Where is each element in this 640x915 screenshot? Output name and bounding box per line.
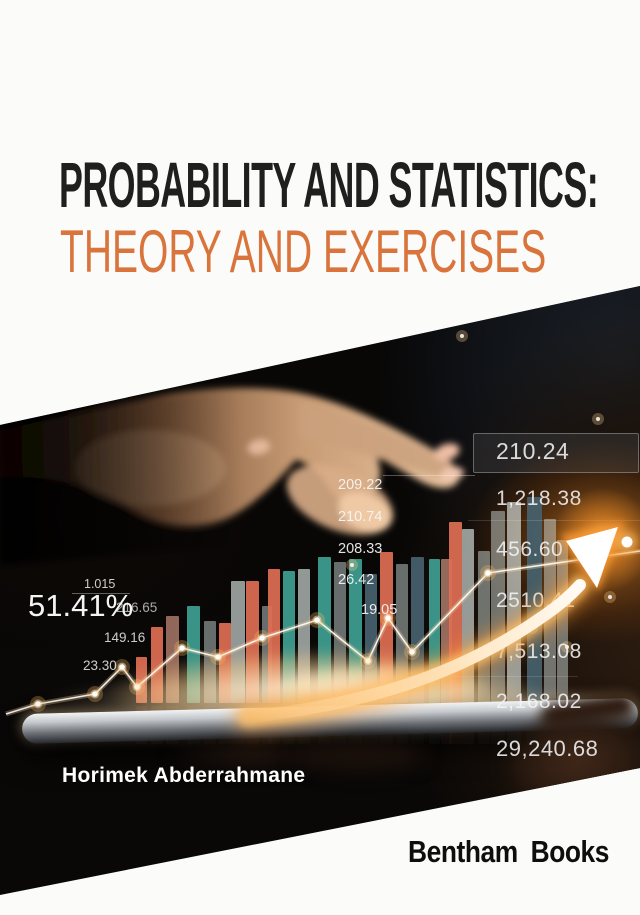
book-title: PROBABILITY AND STATISTICS: <box>59 149 599 221</box>
chart-value: 209.22 <box>338 477 383 493</box>
chart-value: 210.24 <box>496 438 570 464</box>
chart-value: 23.30 <box>83 658 117 673</box>
chart-value: 208.33 <box>338 541 383 557</box>
chart-value: 26.42 <box>338 572 375 588</box>
publisher-logo-text: Bentham Books <box>408 834 610 869</box>
divider-line <box>400 676 578 677</box>
chart-value: 1,218.38 <box>496 487 582 510</box>
holding-fingers-left2 <box>295 740 425 772</box>
chart-value: 456.60 <box>496 538 564 561</box>
chart-value: 216.65 <box>116 600 158 615</box>
chart-percent-value: 51.41% <box>28 588 134 623</box>
divider-line <box>72 593 130 594</box>
divider-line <box>468 520 640 521</box>
chart-value: 1.015 <box>84 577 116 591</box>
chart-value: 19.05 <box>361 602 398 618</box>
value-highlight-box <box>473 433 639 473</box>
chart-value: 210.74 <box>338 509 383 525</box>
chart-value: 29,240.68 <box>496 736 599 761</box>
author-name: Horimek Abderrahmane <box>62 764 306 787</box>
chart-value: 2,168.02 <box>496 690 582 713</box>
divider-line <box>383 475 475 476</box>
book-subtitle: THEORY AND EXERCISES <box>60 218 547 285</box>
chart-value: 149.16 <box>104 630 146 645</box>
